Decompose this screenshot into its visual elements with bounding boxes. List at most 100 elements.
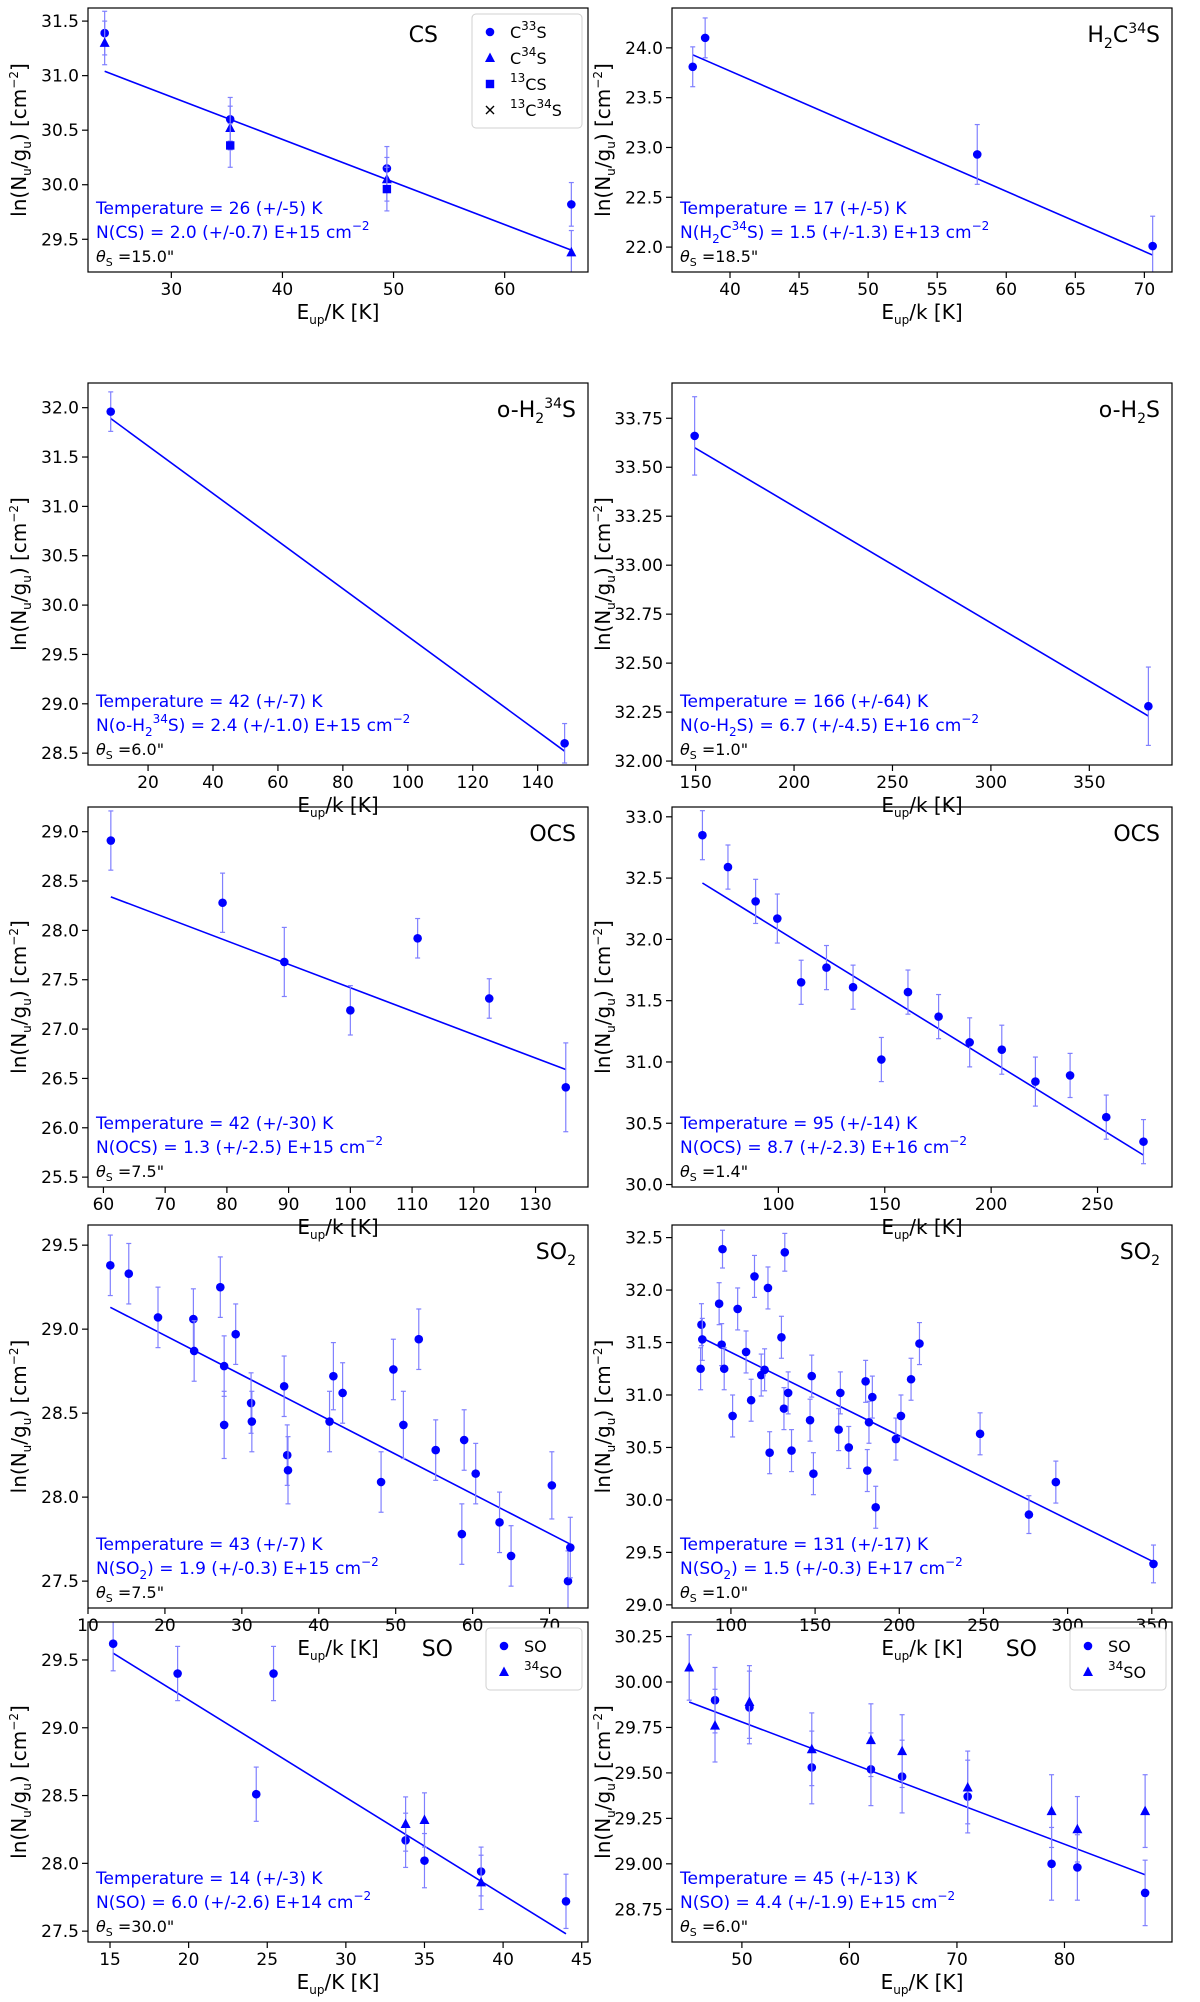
x-tick-label: 70 <box>154 1195 176 1215</box>
chart-panel-3: 20 40 60 80 100 120 140 28.5 29.0 29.5 30.0 30.5 31.… <box>7 382 589 820</box>
chart-panel-9: 15 20 25 30 35 40 45 27.5 28.0 28.5 29.0 29.5 Eup​/K… <box>7 1621 593 1997</box>
y-tick-label: 31.5 <box>41 448 79 468</box>
y-tick-label: 24.0 <box>625 39 663 59</box>
data-point <box>780 1247 790 1257</box>
data-point <box>563 1576 573 1586</box>
x-tick-label: 45 <box>571 1950 593 1970</box>
data-point <box>896 1411 906 1421</box>
y-tick-label: 31.5 <box>625 992 663 1012</box>
data-point <box>773 914 782 923</box>
data-point <box>714 1299 724 1308</box>
x-tick-label: 250 <box>876 773 908 793</box>
data-point <box>376 1477 386 1487</box>
data-point <box>700 33 710 43</box>
y-tick-label: 31.0 <box>41 497 79 517</box>
plot-area <box>106 391 569 764</box>
data-point <box>723 862 733 872</box>
beam-size-annotation: θS =7.5" <box>96 1162 164 1184</box>
y-tick-label: 30.0 <box>625 1491 663 1511</box>
legend-marker <box>485 105 495 115</box>
data-point <box>777 1332 786 1342</box>
data-point <box>864 1417 874 1427</box>
data-point <box>413 933 422 943</box>
y-axis-label: ln(Nu​/gu​) [cm−2​] <box>591 497 618 651</box>
legend-label: SO <box>1108 1637 1131 1656</box>
y-tick-label: 33.00 <box>614 556 663 576</box>
x-axis-label: Eup​/K [K] <box>297 1970 380 1997</box>
chart-panel-6: 100 150 200 250 30.0 30.5 31.0 31.5 32.0 32.5 33.0… <box>591 806 1173 1242</box>
temperature-annotation: Temperature = 131 (+/-17) K <box>679 1535 929 1555</box>
chart-panel-1: 30 40 50 60 29.5 30.0 30.5 31.0 31.5 Eup​/K [K] ln… <box>7 7 589 327</box>
panel-title: H2C34S <box>1087 21 1160 52</box>
beam-size-annotation: θS =1.0" <box>680 740 748 762</box>
data-point <box>836 1388 845 1398</box>
y-tick-label: 32.0 <box>41 399 79 419</box>
axes-frame <box>87 382 589 766</box>
x-tick-label: 90 <box>278 1195 300 1215</box>
fit-line <box>694 446 1149 717</box>
data-point <box>560 738 569 748</box>
axes-frame <box>87 806 589 1188</box>
data-point <box>346 1006 355 1015</box>
data-point <box>459 1435 469 1445</box>
y-tick-label: 31.0 <box>625 1053 663 1073</box>
data-point <box>547 1481 557 1490</box>
data-point <box>1140 1888 1150 1898</box>
data-point <box>124 1269 134 1279</box>
y-tick-label: 29.5 <box>41 1236 79 1256</box>
y-tick-label: 29.00 <box>614 1855 663 1875</box>
x-tick-label: 40 <box>492 1950 514 1970</box>
x-tick-label: 15 <box>99 1950 121 1970</box>
y-tick-label: 29.5 <box>41 645 79 665</box>
chart-panel-10: 50 60 70 80 28.75 29.00 29.25 29.50 29.75 30.00 30… <box>591 1621 1173 1997</box>
x-tick-label: 200 <box>883 1616 915 1636</box>
x-tick-label: 200 <box>778 773 810 793</box>
chart-panel-8: 100 150 200 250 300 35029.029.530.030.531.031… <box>591 1224 1173 1663</box>
data-point <box>269 1669 278 1678</box>
y-tick-label: 33.0 <box>625 808 663 828</box>
data-point <box>696 1364 705 1374</box>
x-tick-label: 60 <box>462 1616 484 1636</box>
data-point <box>903 987 913 997</box>
panel-title: CS <box>409 23 438 48</box>
temperature-annotation: Temperature = 95 (+/-14) K <box>679 1114 918 1134</box>
data-point <box>1144 701 1153 711</box>
x-tick-label: 20 <box>154 1616 176 1636</box>
data-point <box>868 1392 877 1402</box>
y-tick-label: 29.5 <box>625 1543 663 1563</box>
fit-line <box>110 896 567 1071</box>
data-point <box>744 1696 755 1706</box>
x-tick-label: 130 <box>519 1195 551 1215</box>
y-tick-label: 29.0 <box>41 823 79 843</box>
data-point <box>1140 1805 1151 1816</box>
plot-area <box>696 1229 1158 1584</box>
panel-title: o-H234S <box>497 396 576 427</box>
y-tick-label: 30.0 <box>625 1176 663 1196</box>
fit-line <box>109 1306 571 1545</box>
data-point <box>282 1450 292 1460</box>
data-point <box>173 1669 182 1678</box>
beam-size-annotation: θS =18.5" <box>680 247 758 269</box>
data-point <box>561 1083 571 1092</box>
y-tick-label: 28.5 <box>41 1404 79 1424</box>
data-point <box>871 1502 881 1512</box>
x-axis-label: Eup​/k [K] <box>297 1636 378 1663</box>
data-point <box>962 1781 973 1792</box>
plot-area <box>688 17 1157 272</box>
x-tick-label: 50 <box>385 1616 407 1636</box>
data-point <box>106 1261 115 1270</box>
data-point <box>329 1371 338 1381</box>
legend-box <box>1069 1627 1167 1691</box>
y-tick-label: 22.5 <box>625 188 663 208</box>
x-tick-label: 300 <box>975 773 1007 793</box>
data-point <box>1139 1137 1148 1146</box>
data-point <box>1148 241 1157 251</box>
data-point <box>822 963 831 972</box>
data-point <box>934 1012 943 1021</box>
legend-marker <box>485 27 495 37</box>
y-tick-label: 25.5 <box>41 1168 79 1188</box>
y-tick-label: 28.5 <box>41 744 79 764</box>
data-point <box>279 957 289 967</box>
